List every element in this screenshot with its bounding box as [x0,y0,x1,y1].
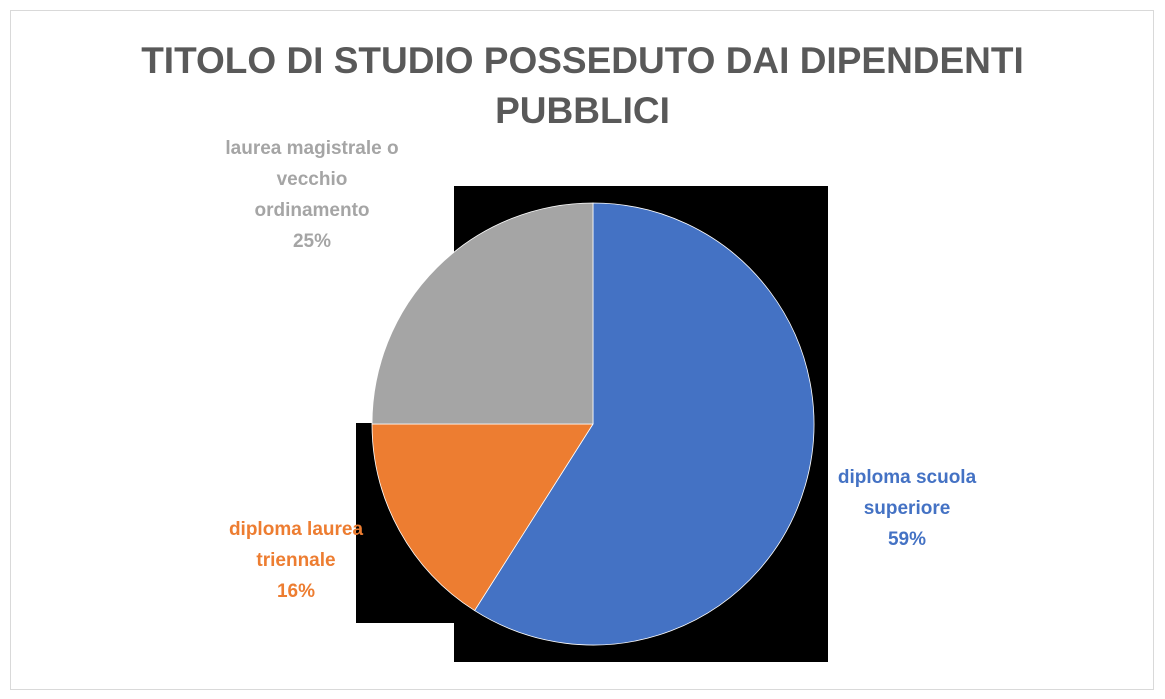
slice-label-line-1-0: diploma laurea [229,519,364,540]
slice-label-line-2-2: ordinamento [254,200,369,221]
chart-title-line-1: TITOLO DI STUDIO POSSEDUTO DAI DIPENDENT… [141,40,1024,81]
chart-title: TITOLO DI STUDIO POSSEDUTO DAI DIPENDENT… [0,36,1165,136]
slice-label-line-0-1: superiore [864,498,951,519]
pie-slice-0 [474,202,815,646]
slice-percent-0: 59% [888,529,926,550]
slice-label-1: diploma laurea triennale 16% [229,519,364,602]
slice-percent-2: 25% [293,231,331,252]
pie-slice-2 [371,202,594,425]
slice-percent-1: 16% [277,581,315,602]
slice-label-0: diploma scuola superiore 59% [838,467,977,550]
slice-label-2: laurea magistrale o vecchio ordinamento 25% [225,138,398,252]
pie-slice-1 [371,423,594,612]
slice-label-line-0-0: diploma scuola [838,467,977,488]
slice-label-line-1-1: triennale [256,550,335,571]
chart-title-line-2: PUBBLICI [495,90,670,131]
slice-label-line-2-1: vecchio [277,169,348,190]
slice-label-line-2-0: laurea magistrale o [225,138,398,159]
